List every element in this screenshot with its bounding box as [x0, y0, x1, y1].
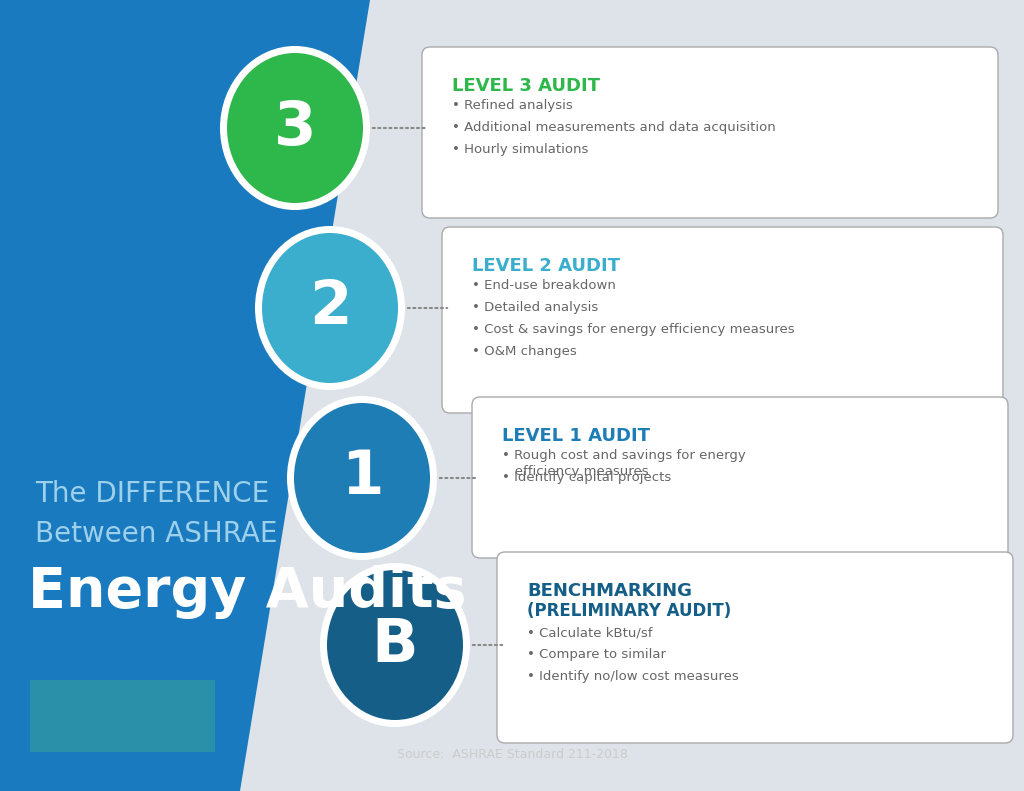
Text: • Detailed analysis: • Detailed analysis	[472, 301, 598, 314]
Text: efficiency measures: efficiency measures	[502, 465, 648, 478]
Text: (PRELIMINARY AUDIT): (PRELIMINARY AUDIT)	[527, 602, 731, 620]
FancyBboxPatch shape	[472, 397, 1008, 558]
Text: Energy Audits: Energy Audits	[28, 565, 467, 619]
Text: Between ASHRAE: Between ASHRAE	[35, 520, 278, 548]
FancyBboxPatch shape	[442, 227, 1002, 413]
Ellipse shape	[255, 226, 406, 390]
Text: B: B	[372, 615, 418, 675]
Text: 2: 2	[308, 278, 351, 338]
FancyBboxPatch shape	[497, 552, 1013, 743]
Text: The DIFFERENCE: The DIFFERENCE	[35, 480, 269, 508]
Text: • Calculate kBtu/sf: • Calculate kBtu/sf	[527, 626, 652, 639]
Text: • Compare to similar: • Compare to similar	[527, 648, 666, 661]
Text: LEVEL 3 AUDIT: LEVEL 3 AUDIT	[452, 77, 600, 95]
Ellipse shape	[319, 563, 470, 727]
Text: 1: 1	[341, 448, 383, 508]
Text: • Identify no/low cost measures: • Identify no/low cost measures	[527, 670, 738, 683]
Polygon shape	[240, 0, 1024, 791]
Text: • Rough cost and savings for energy: • Rough cost and savings for energy	[502, 449, 745, 462]
Ellipse shape	[262, 233, 398, 383]
Ellipse shape	[220, 46, 370, 210]
Text: LEVEL 2 AUDIT: LEVEL 2 AUDIT	[472, 257, 620, 275]
Text: LEVEL 1 AUDIT: LEVEL 1 AUDIT	[502, 427, 650, 445]
Text: 3: 3	[273, 99, 316, 157]
Text: Source:  ASHRAE Standard 211-2018: Source: ASHRAE Standard 211-2018	[396, 748, 628, 761]
Text: • Additional measurements and data acquisition: • Additional measurements and data acqui…	[452, 121, 776, 134]
Text: • Hourly simulations: • Hourly simulations	[452, 143, 589, 156]
Ellipse shape	[287, 396, 437, 560]
Text: BENCHMARKING: BENCHMARKING	[527, 582, 692, 600]
Text: • Identify capital projects: • Identify capital projects	[502, 471, 672, 484]
Ellipse shape	[327, 570, 463, 720]
Ellipse shape	[294, 403, 430, 553]
Ellipse shape	[227, 53, 362, 203]
FancyBboxPatch shape	[30, 680, 215, 752]
Text: • O&M changes: • O&M changes	[472, 345, 577, 358]
Text: • Refined analysis: • Refined analysis	[452, 99, 572, 112]
Text: • Cost & savings for energy efficiency measures: • Cost & savings for energy efficiency m…	[472, 323, 795, 336]
FancyBboxPatch shape	[422, 47, 998, 218]
Text: • End-use breakdown: • End-use breakdown	[472, 279, 615, 292]
